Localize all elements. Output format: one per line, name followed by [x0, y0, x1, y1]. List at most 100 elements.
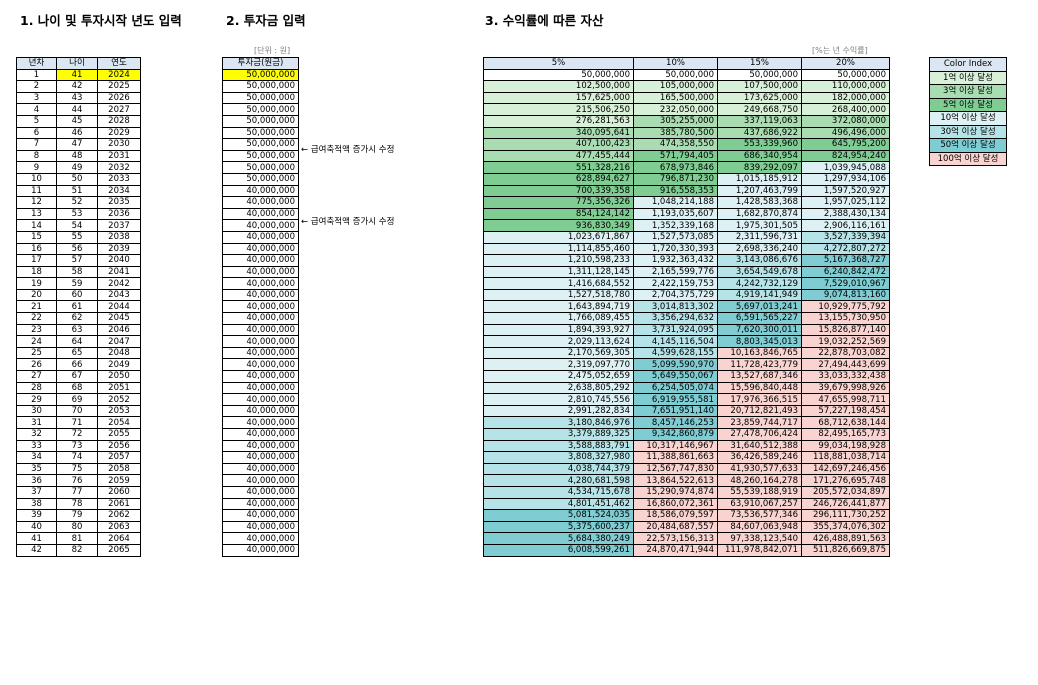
- table-row: 40,000,000: [222, 485, 299, 499]
- principal-cell[interactable]: 40,000,000: [222, 277, 299, 290]
- table-row: 13 53 2036: [16, 207, 141, 221]
- rate-5-cell: 340,095,641: [483, 126, 634, 140]
- principal-cell[interactable]: 50,000,000: [222, 114, 299, 128]
- principal-cell[interactable]: 40,000,000: [222, 428, 299, 441]
- principal-cell[interactable]: 40,000,000: [222, 207, 299, 221]
- table-row: 7 47 2030: [16, 138, 141, 151]
- year-cell: 2030: [97, 138, 141, 151]
- year-index-cell: 32: [16, 428, 57, 441]
- principal-cell[interactable]: 50,000,000: [222, 80, 299, 93]
- header-principal: 투자금(원금): [222, 57, 299, 70]
- principal-cell[interactable]: 50,000,000: [222, 172, 299, 186]
- principal-cell[interactable]: 40,000,000: [222, 242, 299, 256]
- legend-row: 30억 이상 달성: [929, 124, 1007, 139]
- year-index-cell: 6: [16, 126, 57, 140]
- rate-15-cell: 553,339,960: [717, 138, 802, 151]
- table-row: 24 64 2047: [16, 335, 141, 348]
- principal-cell[interactable]: 40,000,000: [222, 254, 299, 267]
- rate-5-cell: 551,328,216: [483, 161, 634, 174]
- rate-20-cell: 496,496,000: [801, 126, 890, 140]
- rate-20-cell: 50,000,000: [801, 68, 890, 82]
- principal-cell[interactable]: 40,000,000: [222, 335, 299, 348]
- principal-cell[interactable]: 40,000,000: [222, 370, 299, 383]
- principal-cell[interactable]: 40,000,000: [222, 474, 299, 487]
- principal-cell[interactable]: 40,000,000: [222, 300, 299, 314]
- rate-20-cell: 33,033,332,438: [801, 370, 890, 383]
- principal-cell[interactable]: 50,000,000: [222, 103, 299, 116]
- principal-cell[interactable]: 40,000,000: [222, 265, 299, 279]
- table-row: 23 63 2046: [16, 323, 141, 337]
- principal-cell[interactable]: 40,000,000: [222, 346, 299, 360]
- rate-5-cell: 1,894,393,927: [483, 323, 634, 337]
- principal-cell[interactable]: 50,000,000: [222, 138, 299, 151]
- year-cell: 2062: [97, 509, 141, 522]
- rate-10-cell: 5,099,590,970: [633, 358, 718, 372]
- principal-cell[interactable]: 40,000,000: [222, 439, 299, 453]
- table-row: 40,000,000: [222, 277, 299, 290]
- principal-cell[interactable]: 40,000,000: [222, 358, 299, 372]
- principal-cell[interactable]: 40,000,000: [222, 543, 299, 557]
- principal-cell[interactable]: 40,000,000: [222, 451, 299, 464]
- principal-cell[interactable]: 40,000,000: [222, 288, 299, 302]
- table-row: 1,894,393,927 3,731,924,095 7,620,300,011 1…: [483, 323, 890, 337]
- table-row: 40,000,000: [222, 196, 299, 209]
- age-cell: 47: [56, 138, 98, 151]
- year-index-cell: 28: [16, 381, 57, 395]
- rate-10-cell: 8,457,146,253: [633, 416, 718, 429]
- rate-15-cell: 31,640,512,388: [717, 439, 802, 453]
- principal-cell[interactable]: 40,000,000: [222, 196, 299, 209]
- principal-cell[interactable]: 40,000,000: [222, 509, 299, 522]
- table-row: 40,000,000: [222, 474, 299, 487]
- table-row: 12 52 2035: [16, 196, 141, 209]
- year-cell: 2052: [97, 393, 141, 406]
- rate-15-cell: 48,260,164,278: [717, 474, 802, 487]
- year-index-cell: 25: [16, 346, 57, 360]
- principal-cell[interactable]: 50,000,000: [222, 149, 299, 163]
- principal-cell[interactable]: 40,000,000: [222, 230, 299, 244]
- rate-10-cell: 305,255,000: [633, 114, 718, 128]
- rate-5-cell: 477,455,444: [483, 149, 634, 163]
- table-row: 3,379,889,325 9,342,860,879 27,478,706,424…: [483, 428, 890, 441]
- year-index-cell: 17: [16, 254, 57, 267]
- principal-cell[interactable]: 40,000,000: [222, 381, 299, 395]
- rate-5-cell: 102,500,000: [483, 80, 634, 93]
- table-row: 11 51 2034: [16, 184, 141, 198]
- age-cell[interactable]: 41: [56, 68, 98, 82]
- table-row: 50,000,000: [222, 91, 299, 105]
- principal-cell[interactable]: 40,000,000: [222, 520, 299, 534]
- principal-cell[interactable]: 40,000,000: [222, 416, 299, 429]
- principal-cell[interactable]: 40,000,000: [222, 485, 299, 499]
- principal-cell[interactable]: 40,000,000: [222, 462, 299, 476]
- table-row: 50,000,000: [222, 161, 299, 174]
- year-cell[interactable]: 2024: [97, 68, 141, 82]
- rate-10-cell: 10,317,146,967: [633, 439, 718, 453]
- rate-15-cell: 20,712,821,493: [717, 404, 802, 418]
- principal-cell[interactable]: 40,000,000: [222, 323, 299, 337]
- age-cell: 65: [56, 346, 98, 360]
- rate-5-cell: 50,000,000: [483, 68, 634, 82]
- table-row: 551,328,216 678,973,846 839,292,097 1,039,9…: [483, 161, 890, 174]
- table-row: 36 76 2059: [16, 474, 141, 487]
- year-index-cell: 27: [16, 370, 57, 383]
- principal-cell[interactable]: 40,000,000: [222, 219, 299, 232]
- rate-10-cell: 796,871,230: [633, 172, 718, 186]
- rate-5-cell: 3,379,889,325: [483, 428, 634, 441]
- year-cell: 2034: [97, 184, 141, 198]
- principal-cell[interactable]: 40,000,000: [222, 184, 299, 198]
- principal-cell[interactable]: 50,000,000: [222, 126, 299, 140]
- principal-cell[interactable]: 40,000,000: [222, 532, 299, 545]
- rate-10-cell: 4,145,116,504: [633, 335, 718, 348]
- year-index-cell: 20: [16, 288, 57, 302]
- rate-15-cell: 1,682,870,874: [717, 207, 802, 221]
- principal-cell[interactable]: 40,000,000: [222, 497, 299, 511]
- principal-cell[interactable]: 50,000,000: [222, 68, 299, 82]
- principal-cell[interactable]: 50,000,000: [222, 91, 299, 105]
- principal-cell[interactable]: 40,000,000: [222, 404, 299, 418]
- table-row: 2 42 2025: [16, 80, 141, 93]
- principal-cell[interactable]: 50,000,000: [222, 161, 299, 174]
- principal-cell[interactable]: 40,000,000: [222, 312, 299, 325]
- table-row: 40,000,000: [222, 242, 299, 256]
- principal-cell[interactable]: 40,000,000: [222, 393, 299, 406]
- year-cell: 2032: [97, 161, 141, 174]
- year-cell: 2029: [97, 126, 141, 140]
